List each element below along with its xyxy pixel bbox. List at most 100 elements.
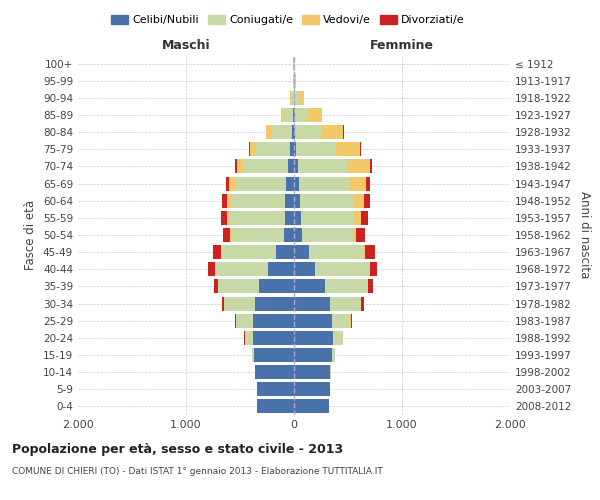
Bar — [285, 211, 294, 225]
Bar — [365, 245, 375, 259]
Bar — [355, 194, 364, 207]
Bar — [301, 211, 355, 225]
Bar — [299, 176, 349, 190]
Bar — [290, 91, 293, 105]
Bar — [227, 211, 230, 225]
Bar — [294, 194, 300, 207]
Bar — [266, 125, 271, 139]
Bar — [298, 160, 347, 173]
Bar — [235, 314, 236, 328]
Bar — [243, 160, 288, 173]
Bar — [249, 142, 250, 156]
Bar — [292, 125, 294, 139]
Bar — [257, 382, 294, 396]
Bar — [364, 194, 370, 207]
Bar — [253, 314, 294, 328]
Bar — [286, 176, 294, 190]
Bar — [232, 228, 284, 242]
Bar — [281, 108, 283, 122]
Bar — [284, 228, 294, 242]
Legend: Celibi/Nubili, Coniugati/e, Vedovi/e, Divorziati/e: Celibi/Nubili, Coniugati/e, Vedovi/e, Di… — [107, 10, 469, 30]
Bar — [294, 348, 332, 362]
Bar — [294, 245, 308, 259]
Bar — [218, 280, 259, 293]
Bar — [293, 108, 294, 122]
Bar — [315, 262, 370, 276]
Bar — [237, 160, 243, 173]
Bar — [294, 400, 329, 413]
Bar — [302, 228, 353, 242]
Bar — [221, 245, 222, 259]
Bar — [250, 142, 256, 156]
Bar — [294, 160, 298, 173]
Bar — [295, 91, 299, 105]
Bar — [347, 160, 370, 173]
Bar — [230, 228, 232, 242]
Bar — [350, 314, 352, 328]
Bar — [268, 262, 294, 276]
Bar — [222, 245, 275, 259]
Bar — [213, 245, 221, 259]
Bar — [227, 194, 231, 207]
Bar — [229, 176, 235, 190]
Bar — [223, 228, 230, 242]
Bar — [295, 108, 308, 122]
Bar — [322, 125, 343, 139]
Bar — [226, 176, 229, 190]
Bar — [257, 400, 294, 413]
Bar — [325, 280, 367, 293]
Bar — [356, 228, 365, 242]
Bar — [294, 176, 299, 190]
Bar — [294, 296, 330, 310]
Bar — [252, 348, 254, 362]
Bar — [208, 262, 215, 276]
Bar — [295, 74, 296, 88]
Bar — [222, 296, 224, 310]
Bar — [334, 331, 343, 345]
Text: COMUNE DI CHIERI (TO) - Dati ISTAT 1° gennaio 2013 - Elaborazione TUTTITALIA.IT: COMUNE DI CHIERI (TO) - Dati ISTAT 1° ge… — [12, 468, 383, 476]
Bar — [255, 296, 294, 310]
Bar — [235, 176, 286, 190]
Bar — [335, 142, 360, 156]
Bar — [294, 280, 325, 293]
Bar — [231, 194, 286, 207]
Bar — [294, 211, 301, 225]
Bar — [355, 211, 361, 225]
Bar — [259, 280, 294, 293]
Bar — [332, 314, 350, 328]
Bar — [275, 245, 294, 259]
Bar — [236, 314, 253, 328]
Bar — [221, 194, 227, 207]
Bar — [214, 280, 218, 293]
Bar — [353, 228, 356, 242]
Bar — [283, 108, 293, 122]
Bar — [370, 160, 373, 173]
Bar — [256, 142, 290, 156]
Bar — [296, 142, 335, 156]
Bar — [254, 348, 294, 362]
Bar — [368, 280, 373, 293]
Bar — [224, 296, 255, 310]
Bar — [290, 142, 294, 156]
Bar — [364, 245, 365, 259]
Bar — [286, 194, 294, 207]
Bar — [294, 365, 330, 379]
Bar — [230, 211, 285, 225]
Text: Femmine: Femmine — [370, 38, 434, 52]
Bar — [294, 125, 295, 139]
Bar — [294, 108, 295, 122]
Bar — [271, 125, 292, 139]
Text: Maschi: Maschi — [161, 38, 211, 52]
Text: Popolazione per età, sesso e stato civile - 2013: Popolazione per età, sesso e stato civil… — [12, 442, 343, 456]
Bar — [294, 314, 332, 328]
Bar — [288, 160, 294, 173]
Bar — [295, 125, 322, 139]
Bar — [294, 228, 302, 242]
Bar — [370, 262, 377, 276]
Bar — [245, 331, 253, 345]
Bar — [294, 262, 315, 276]
Bar — [366, 176, 370, 190]
Bar — [253, 331, 294, 345]
Bar — [360, 142, 361, 156]
Bar — [294, 382, 329, 396]
